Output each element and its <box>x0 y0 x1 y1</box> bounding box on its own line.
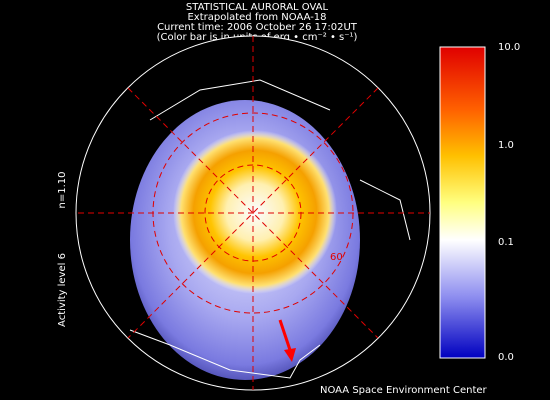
aurora-oval <box>173 130 337 294</box>
color-scale <box>439 46 486 359</box>
colorbar-label: 0.1 <box>498 237 514 248</box>
coastlines <box>129 79 411 379</box>
side-label: Activity level 6 <box>57 253 68 327</box>
location-arrow <box>278 319 296 362</box>
latitude-label: 60 <box>330 252 343 263</box>
title-line: STATISTICAL AURORAL OVAL <box>186 2 329 13</box>
polar-map: 60 <box>75 35 431 391</box>
colorbar-label: 10.0 <box>498 42 520 53</box>
colorbar-label: 0.0 <box>498 352 514 363</box>
color-bar: 10.0 1.0 0.1 0.0 <box>439 42 520 363</box>
side-label: n=1.10 <box>57 172 68 209</box>
title-line: Current time: 2006 October 26 17:02UT <box>157 22 358 33</box>
graticule <box>78 36 430 390</box>
title-line: Extrapolated from NOAA-18 <box>187 12 326 23</box>
colorbar-label: 1.0 <box>498 140 514 151</box>
credit: NOAA Space Environment Center <box>320 385 488 396</box>
